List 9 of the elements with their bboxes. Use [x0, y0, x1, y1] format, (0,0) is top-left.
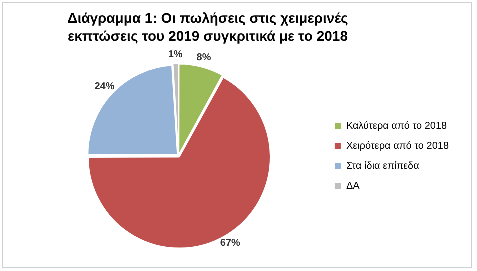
data-label: 67% [220, 238, 241, 250]
legend-label: Χειρότερα από το 2018 [346, 140, 450, 152]
data-label: 1% [168, 49, 183, 60]
data-label: 24% [94, 81, 115, 92]
data-label: 8% [196, 52, 212, 64]
legend-label: Καλύτερα από το 2018 [346, 120, 448, 132]
chart-title: Διάγραμμα 1: Οι πωλήσεις στις χειμερινές εκπτώσεις του 2019 συγκριτικά με το 2018 [66, 9, 350, 45]
legend-label: ΔΑ [346, 180, 360, 192]
legend-label: Στα ίδια επίπεδα [346, 160, 420, 172]
